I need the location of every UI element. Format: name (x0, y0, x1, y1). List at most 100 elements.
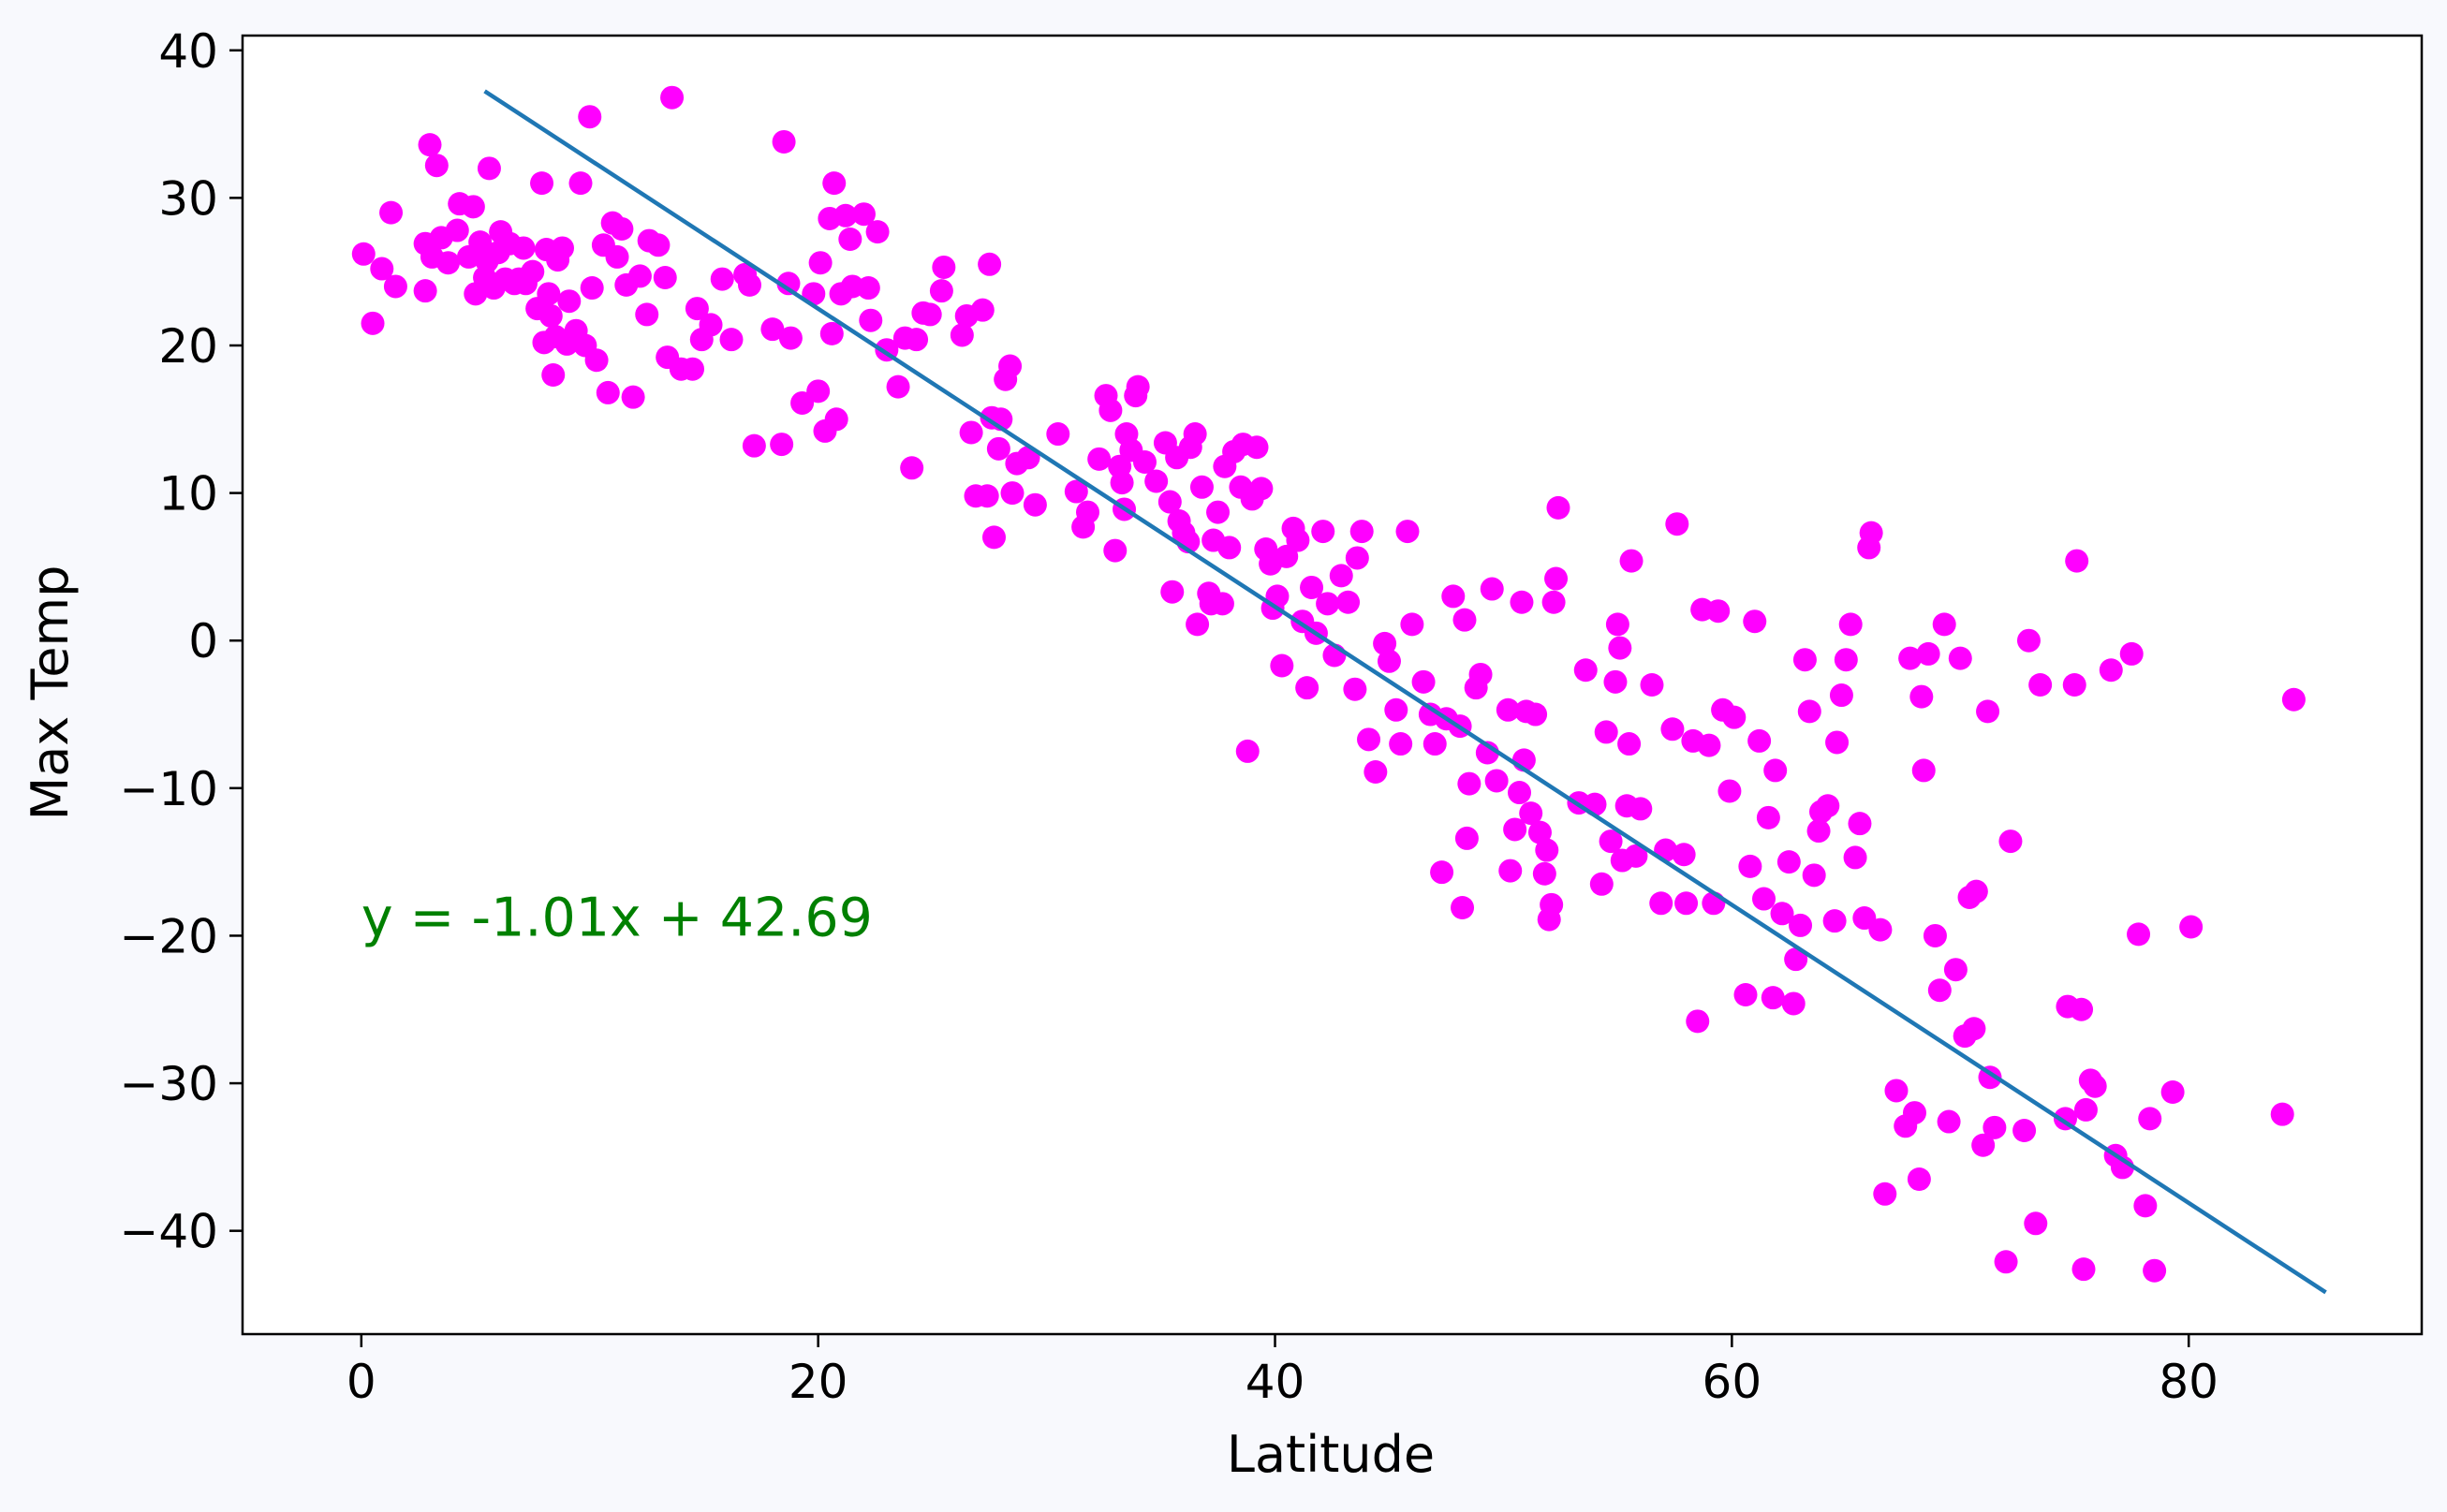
data-point (1983, 1115, 2007, 1139)
data-point (975, 484, 999, 508)
data-point (1603, 669, 1628, 694)
data-point (1784, 947, 1808, 972)
data-point (1873, 1182, 1897, 1206)
data-point (1994, 1250, 2018, 1274)
data-point (1295, 676, 1319, 700)
data-point (681, 357, 705, 381)
data-point (1384, 697, 1408, 722)
data-point (776, 272, 801, 296)
data-point (1046, 422, 1070, 447)
x-tick-label: 0 (346, 1355, 376, 1409)
data-point (1624, 844, 1648, 868)
data-point (1843, 845, 1867, 870)
data-point (970, 298, 995, 322)
data-point (361, 311, 385, 335)
data-point (1605, 612, 1629, 637)
data-point (1132, 450, 1157, 475)
data-point (1270, 653, 1294, 678)
data-point (838, 228, 862, 252)
x-tick-label: 60 (1703, 1355, 1762, 1409)
data-point (824, 407, 848, 432)
data-point (424, 154, 449, 178)
data-point (1763, 758, 1788, 783)
regression-line (483, 89, 2327, 1295)
data-point (742, 433, 766, 458)
data-point (1519, 801, 1543, 826)
data-point (1802, 863, 1826, 888)
data-point (1000, 481, 1024, 506)
data-point (1665, 512, 1689, 536)
data-point (1686, 1009, 1710, 1034)
data-point (468, 230, 493, 255)
data-point (2016, 628, 2041, 653)
data-point (2024, 1211, 2048, 1236)
data-point (1087, 447, 1112, 471)
data-point (1937, 1109, 1961, 1134)
data-point (1852, 906, 1877, 931)
data-point (685, 297, 709, 321)
data-point (1496, 697, 1520, 722)
y-axis-label: Max Temp (21, 565, 80, 821)
data-point (1998, 829, 2023, 854)
data-point (530, 171, 554, 196)
data-point (1336, 590, 1361, 614)
data-point (1868, 917, 1893, 942)
data-point (2270, 1102, 2294, 1126)
data-point (1747, 728, 1772, 753)
data-point (1400, 612, 1424, 637)
data-point (1594, 720, 1618, 744)
data-point (1859, 521, 1883, 545)
data-point (1573, 658, 1598, 683)
data-point (1480, 577, 1504, 601)
data-point (986, 436, 1010, 461)
data-point (859, 308, 883, 332)
data-point (1916, 641, 1940, 666)
data-point (978, 252, 1002, 276)
data-point (660, 85, 685, 110)
data-point (1848, 812, 1872, 836)
x-axis-label: Latitude (1227, 1425, 1435, 1484)
data-point (856, 276, 880, 301)
data-point (1706, 599, 1731, 624)
data-point (1210, 592, 1234, 616)
data-point (635, 302, 659, 327)
data-point (1389, 732, 1413, 756)
data-point (998, 354, 1023, 378)
data-point (1902, 1101, 1926, 1125)
data-point (1343, 677, 1367, 701)
data-point (2099, 658, 2123, 683)
scatter-points (351, 85, 2306, 1283)
data-point (1948, 646, 1972, 670)
data-point (1023, 492, 1047, 517)
data-point (2127, 922, 2151, 947)
data-point (1619, 549, 1644, 573)
data-point (1411, 669, 1436, 694)
data-point (610, 216, 634, 241)
data-point (886, 374, 910, 399)
data-point (710, 267, 734, 291)
data-point (738, 272, 762, 297)
data-point (1503, 817, 1527, 842)
data-point (1834, 648, 1858, 672)
data-point (1752, 887, 1776, 911)
data-point (1245, 435, 1269, 460)
data-point (1423, 732, 1447, 756)
data-point (1157, 490, 1182, 514)
data-point (1286, 528, 1310, 552)
data-point (1235, 739, 1260, 763)
data-point (370, 257, 394, 281)
data-point (1300, 575, 1324, 599)
data-point (1249, 477, 1274, 501)
data-point (1189, 475, 1214, 499)
data-point (521, 259, 545, 284)
data-point (1589, 872, 1614, 896)
data-point (1532, 861, 1556, 886)
data-point (1540, 892, 1564, 917)
data-point (1430, 860, 1454, 885)
data-point (760, 317, 785, 342)
data-point (1743, 609, 1767, 634)
data-point (1907, 1167, 1931, 1192)
data-point (1649, 891, 1673, 916)
data-point (580, 276, 604, 301)
